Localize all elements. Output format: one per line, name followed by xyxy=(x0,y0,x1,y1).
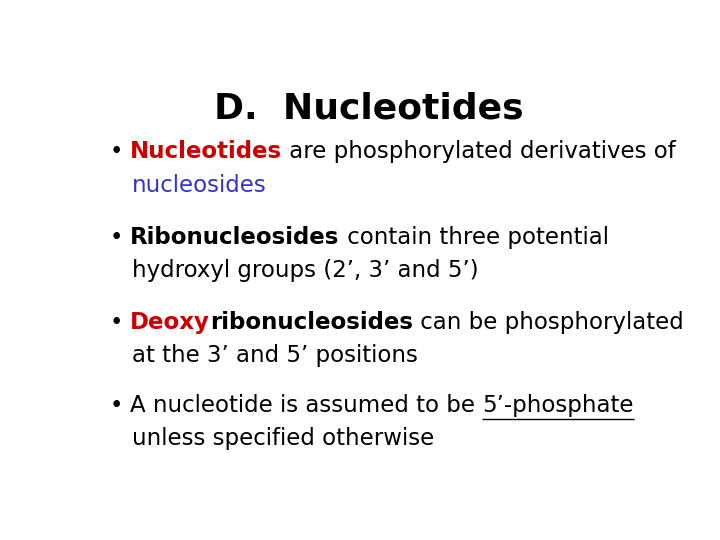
Text: •: • xyxy=(109,226,130,248)
Text: •: • xyxy=(109,394,130,417)
Text: unless specified otherwise: unless specified otherwise xyxy=(132,427,434,450)
Text: are phosphorylated derivatives of: are phosphorylated derivatives of xyxy=(282,140,676,164)
Text: can be phosphorylated: can be phosphorylated xyxy=(413,311,684,334)
Text: •: • xyxy=(109,140,130,164)
Text: 5’-phosphate: 5’-phosphate xyxy=(482,394,634,417)
Text: Nucleotides: Nucleotides xyxy=(130,140,282,164)
Text: nucleosides: nucleosides xyxy=(132,174,266,197)
Text: hydroxyl groups (2’, 3’ and 5’): hydroxyl groups (2’, 3’ and 5’) xyxy=(132,259,479,282)
Text: ribonucleosides: ribonucleosides xyxy=(210,311,413,334)
Text: A nucleotide is assumed to be: A nucleotide is assumed to be xyxy=(130,394,482,417)
Text: contain three potential: contain three potential xyxy=(340,226,608,248)
Text: Ribonucleosides: Ribonucleosides xyxy=(130,226,340,248)
Text: at the 3’ and 5’ positions: at the 3’ and 5’ positions xyxy=(132,344,418,367)
Text: •: • xyxy=(109,311,130,334)
Text: Deoxy: Deoxy xyxy=(130,311,210,334)
Text: D.  Nucleotides: D. Nucleotides xyxy=(214,92,524,126)
